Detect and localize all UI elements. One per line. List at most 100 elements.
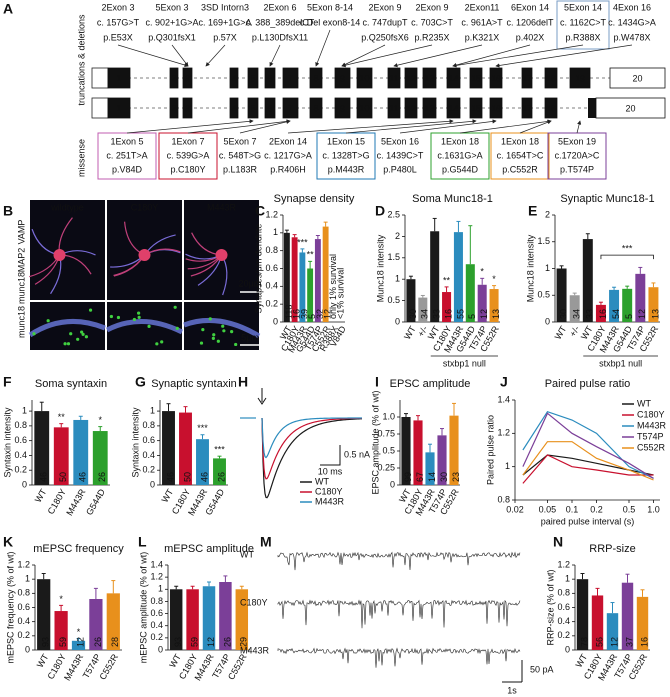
exon-number: 12 bbox=[406, 73, 416, 83]
bar bbox=[582, 239, 593, 322]
panel-letter: F bbox=[3, 374, 12, 390]
missense-text: p.T574P bbox=[560, 164, 594, 174]
x-tick-label: 0.05 bbox=[539, 504, 557, 514]
exon bbox=[544, 97, 558, 119]
y-axis-label: mEPSC amplitude (% of wt) bbox=[138, 552, 148, 664]
chart-title: Synapse density bbox=[274, 193, 355, 205]
exon bbox=[544, 67, 558, 89]
exon bbox=[334, 67, 351, 89]
puncta bbox=[173, 305, 177, 309]
y-tick-label: 0.2 bbox=[14, 465, 27, 475]
significance: * bbox=[59, 594, 63, 604]
y-tick-label: 0.2 bbox=[142, 465, 155, 475]
panel-letter: J bbox=[500, 374, 508, 390]
stimulus-arrow bbox=[257, 388, 267, 405]
y-tick-label: 0 bbox=[545, 316, 550, 326]
exon-number: 16 bbox=[491, 103, 501, 113]
arrow bbox=[239, 119, 291, 134]
puncta bbox=[84, 335, 89, 339]
chart-title: Paired pulse ratio bbox=[545, 378, 631, 390]
current-trace bbox=[277, 599, 521, 629]
exon-number: 9 bbox=[340, 73, 345, 83]
y-axis-label: Paired pulse ratio bbox=[485, 415, 495, 485]
exon bbox=[247, 97, 259, 119]
n-label: 55 bbox=[455, 309, 465, 319]
puncta bbox=[201, 328, 205, 332]
puncta bbox=[88, 308, 93, 312]
y-tick-label: 0.5 bbox=[382, 445, 395, 455]
n-label: 5 bbox=[307, 314, 317, 319]
panel-letter: M bbox=[260, 534, 272, 550]
y-tick-label: 0 bbox=[565, 644, 570, 654]
exon-number: 8 bbox=[313, 103, 318, 113]
bar bbox=[477, 284, 487, 322]
n-label: 12 bbox=[75, 637, 85, 647]
y-tick-label: 0.8 bbox=[14, 420, 27, 430]
y-axis-label: mEPSC frequency (% of wt) bbox=[5, 551, 15, 663]
trace-label: M443R bbox=[240, 645, 270, 655]
bar bbox=[489, 289, 499, 322]
x-tick-label: +/- bbox=[567, 324, 581, 338]
exon bbox=[521, 97, 533, 119]
puncta bbox=[175, 326, 179, 331]
truncation-text: 2Exon 6 bbox=[263, 2, 296, 12]
y-tick-label: 1.2 bbox=[557, 559, 570, 569]
bar bbox=[71, 640, 86, 650]
bar bbox=[569, 295, 580, 322]
y-tick-label: 0 bbox=[395, 316, 400, 326]
significance: *** bbox=[297, 237, 308, 247]
scale-bar bbox=[502, 660, 523, 683]
significance: *** bbox=[214, 445, 225, 455]
bar bbox=[54, 611, 68, 650]
dendrite-zoom bbox=[105, 319, 184, 335]
panel-letter: H bbox=[238, 374, 248, 390]
missense-text: p.P480L bbox=[383, 164, 417, 174]
y-tick-label: 0.2 bbox=[150, 632, 163, 642]
exon-number: 14 bbox=[448, 73, 458, 83]
puncta bbox=[132, 317, 137, 322]
exon-number: 3 bbox=[185, 103, 190, 113]
bar bbox=[314, 239, 321, 322]
y-tick-label: 0.4 bbox=[142, 450, 155, 460]
exon-number: 6 bbox=[267, 103, 272, 113]
y-tick-label: 0 bbox=[158, 644, 163, 654]
y-tick-label: 0.2 bbox=[17, 630, 30, 640]
arrow bbox=[519, 120, 552, 134]
n-label: 78 bbox=[579, 637, 589, 647]
image-title: C180Y bbox=[131, 202, 159, 212]
arrow bbox=[341, 44, 386, 67]
y-tick-label: 0 bbox=[273, 316, 278, 326]
missense-text: p.C180Y bbox=[170, 164, 205, 174]
y-axis-label: Munc18 intensity bbox=[525, 234, 535, 302]
exon-start bbox=[91, 67, 109, 89]
arrow bbox=[459, 119, 552, 134]
puncta bbox=[155, 342, 159, 346]
arrow bbox=[287, 119, 454, 134]
truncation-text: 3SD Intorn3 bbox=[201, 2, 249, 12]
arrow bbox=[452, 44, 531, 68]
y-tick-label: 0.6 bbox=[14, 435, 27, 445]
significance-bracket bbox=[600, 254, 654, 260]
x-tick-label: 0.5 bbox=[623, 504, 636, 514]
n-label: 12 bbox=[206, 637, 216, 647]
puncta bbox=[63, 342, 67, 346]
puncta bbox=[230, 330, 234, 334]
arrow bbox=[393, 44, 483, 68]
truncation-text: c. 961A>T bbox=[461, 17, 503, 27]
group-label: stxbp1 null bbox=[599, 358, 642, 368]
bar bbox=[576, 579, 589, 650]
n-label: 16 bbox=[292, 309, 302, 319]
exon bbox=[356, 67, 373, 89]
missense-text: p.M443R bbox=[328, 164, 365, 174]
truncation-text: c.Del exon8-14 bbox=[300, 17, 361, 27]
truncation-text: 5Exon 8-14 bbox=[307, 2, 353, 12]
puncta bbox=[116, 315, 121, 320]
panel-letter: A bbox=[3, 1, 13, 17]
dendrite-zoom bbox=[28, 318, 106, 338]
missense-text: c. 1439C>T bbox=[377, 150, 424, 160]
puncta bbox=[69, 332, 73, 336]
bar bbox=[648, 287, 659, 322]
exon-number: 20 bbox=[625, 103, 635, 113]
truncation-text: p.402X bbox=[516, 32, 545, 42]
